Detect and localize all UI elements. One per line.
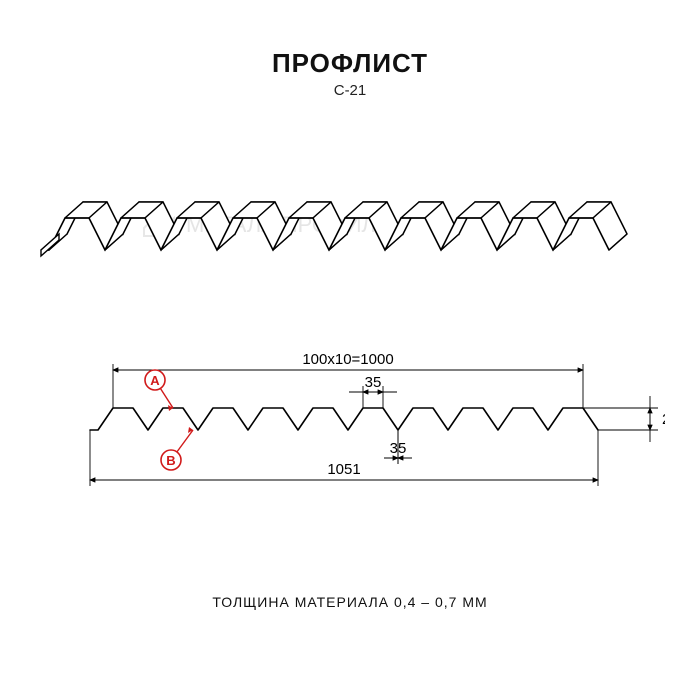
- subtitle-text: С-21: [334, 82, 367, 99]
- isometric-svg: [35, 130, 665, 300]
- page-subtitle: С-21: [0, 82, 700, 99]
- technical-view: 100х10=1000 35 35 1051 21 A B: [35, 330, 665, 510]
- svg-text:1051: 1051: [327, 461, 360, 478]
- footer-text: ТОЛЩИНА МАТЕРИАЛА 0,4 – 0,7 ММ: [212, 594, 487, 610]
- svg-text:B: B: [166, 453, 175, 468]
- title-text: ПРОФЛИСТ: [272, 48, 428, 78]
- svg-text:A: A: [150, 373, 160, 388]
- technical-svg: 100х10=1000 35 35 1051 21 A B: [35, 330, 665, 510]
- footer-note: ТОЛЩИНА МАТЕРИАЛА 0,4 – 0,7 ММ: [0, 594, 700, 610]
- svg-text:35: 35: [390, 440, 407, 457]
- page-title: ПРОФЛИСТ: [0, 48, 700, 79]
- svg-text:100х10=1000: 100х10=1000: [302, 351, 393, 368]
- svg-text:35: 35: [365, 374, 382, 391]
- isometric-view: [35, 130, 665, 300]
- svg-text:21: 21: [662, 411, 665, 428]
